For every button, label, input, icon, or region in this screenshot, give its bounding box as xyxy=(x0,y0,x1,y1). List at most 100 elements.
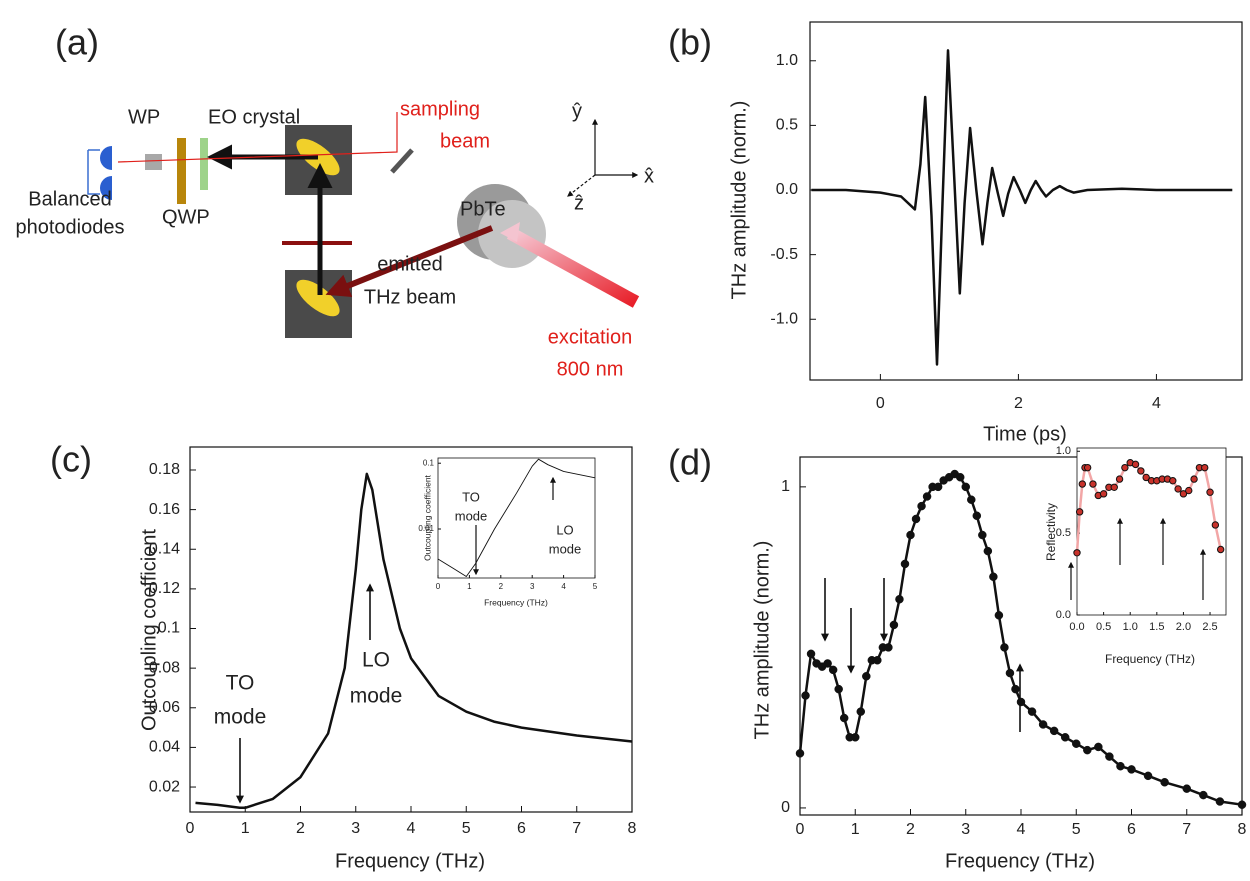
data-point xyxy=(873,655,882,665)
data-point xyxy=(1078,480,1087,488)
y-tick-label: 0.06 xyxy=(149,699,180,716)
data-point xyxy=(1179,490,1188,498)
data-point xyxy=(1005,668,1015,678)
y-tick-label: 0.14 xyxy=(149,540,180,557)
data-point xyxy=(1000,643,1009,652)
plot: 0 2 4 -1.0 -0.5 0.0 0.5 1.0 Time (ps) THz amplitu… xyxy=(728,21,1243,445)
data-point xyxy=(900,559,910,569)
x-tick-label: 1 xyxy=(851,821,860,838)
diagram-label: excitation xyxy=(548,326,633,348)
diagram-label: PbTe xyxy=(460,198,506,220)
diagram-label: sampling xyxy=(400,98,480,120)
annotation: mode xyxy=(350,685,403,708)
data-point xyxy=(823,659,832,668)
y-tick-label: 0.16 xyxy=(149,501,180,518)
diagram-label: EO crystal xyxy=(208,106,300,128)
data-point xyxy=(1215,797,1225,806)
data-point xyxy=(1116,761,1125,771)
x-tick-label: 2.0 xyxy=(1176,621,1191,633)
annotation: mode xyxy=(214,706,267,729)
data-point xyxy=(961,482,970,492)
y-tick-label: 0.04 xyxy=(149,739,180,756)
data-point xyxy=(1199,790,1208,800)
y-axis-label: Outcoupling coefficient xyxy=(422,474,432,560)
y-axis-label: Outcoupling coefficient xyxy=(138,529,160,731)
diagram-label: WP xyxy=(128,106,160,128)
x-tick-label: 2 xyxy=(906,821,915,838)
data-point xyxy=(1089,480,1097,488)
data-point xyxy=(1121,463,1129,472)
plot: 0.0 0.5 1.0 1.5 2.0 2.5 0.0 0.5 1.0 Frequency (TH… xyxy=(1044,445,1227,666)
data-point xyxy=(917,501,926,511)
data-point xyxy=(1083,463,1092,472)
data-point xyxy=(1237,800,1247,809)
y-tick-label: 0 xyxy=(781,799,790,816)
x-tick-label: 4 xyxy=(1017,821,1026,838)
data-point xyxy=(983,546,993,556)
plot-frame xyxy=(809,21,1243,381)
x-tick-label: 2 xyxy=(296,820,305,837)
data-point xyxy=(806,649,816,659)
diagram-label: beam xyxy=(440,130,490,152)
data-point xyxy=(1105,752,1114,761)
axis-symbol: x̂ xyxy=(644,165,654,187)
plot: 0 1 2 3 4 5 6 7 8 0 1 Frequency (THz) THz amplitude … xyxy=(751,456,1247,872)
data-point xyxy=(1011,684,1020,694)
x-tick-label: 0 xyxy=(436,582,441,591)
x-tick-label: 5 xyxy=(462,820,471,837)
annotation: TO xyxy=(226,672,255,695)
x-tick-label: 2.5 xyxy=(1202,621,1217,633)
data-point xyxy=(1143,771,1153,781)
y-axis-label: Reflectivity xyxy=(1044,503,1058,561)
plot-frame xyxy=(437,457,596,579)
data-point xyxy=(1083,745,1092,755)
x-axis-label: Frequency (THz) xyxy=(484,597,548,607)
inset-background xyxy=(438,458,595,578)
data-line xyxy=(437,458,596,577)
x-tick-label: 4 xyxy=(561,582,566,591)
y-tick-label: 0.02 xyxy=(149,778,180,795)
x-tick-label: 1.5 xyxy=(1149,621,1164,633)
data-point xyxy=(911,514,921,524)
y-tick-label: 1.0 xyxy=(1056,445,1071,457)
plot: 0 1 2 3 4 5 6 7 80.020.040.060.080.10.120.140.16… xyxy=(138,446,637,872)
data-point xyxy=(1211,521,1220,529)
x-tick-label: 1.0 xyxy=(1123,621,1138,633)
x-tick-label: 3 xyxy=(351,820,360,837)
x-tick-label: 0 xyxy=(876,395,885,412)
y-tick-label: 1.0 xyxy=(776,52,798,69)
data-point xyxy=(972,511,982,521)
data-point xyxy=(1131,460,1140,469)
axis-symbol: ẑ xyxy=(574,192,584,214)
x-tick-label: 6 xyxy=(1127,821,1136,838)
x-tick-label: 2 xyxy=(499,582,504,591)
data-point xyxy=(889,620,899,630)
x-axis-label: Frequency (THz) xyxy=(1105,652,1195,666)
data-point xyxy=(862,672,871,681)
data-point xyxy=(839,713,849,723)
diagram-label: 800 nm xyxy=(557,358,624,380)
setup-diagram xyxy=(87,112,640,338)
x-axis-label: Frequency (THz) xyxy=(335,850,485,872)
data-point xyxy=(1185,486,1193,495)
x-tick-label: 3 xyxy=(961,821,970,838)
x-tick-label: 4 xyxy=(1152,395,1161,412)
diagram-label: QWP xyxy=(162,206,210,228)
data-line xyxy=(811,49,1233,366)
annotation: mode xyxy=(455,508,488,523)
data-point xyxy=(967,495,976,504)
panel-label: (d) xyxy=(668,442,712,483)
data-point xyxy=(906,530,915,540)
x-tick-label: 2 xyxy=(1014,395,1023,412)
data-point xyxy=(795,749,805,758)
x-axis-label: Time (ps) xyxy=(983,423,1067,445)
x-tick-label: 1 xyxy=(241,820,250,837)
plot: 0 1 2 3 4 5 0.01 0.1 Frequency (THz) Outcoupling … xyxy=(418,457,598,607)
diagram-label: THz beam xyxy=(364,286,456,308)
annotation: LO xyxy=(362,649,390,672)
y-tick-label: 0.08 xyxy=(149,659,180,676)
diagram-label: emitted xyxy=(377,253,443,275)
y-tick-label: 0.12 xyxy=(149,580,180,597)
panel-label: (c) xyxy=(50,439,92,480)
data-point xyxy=(989,572,998,582)
